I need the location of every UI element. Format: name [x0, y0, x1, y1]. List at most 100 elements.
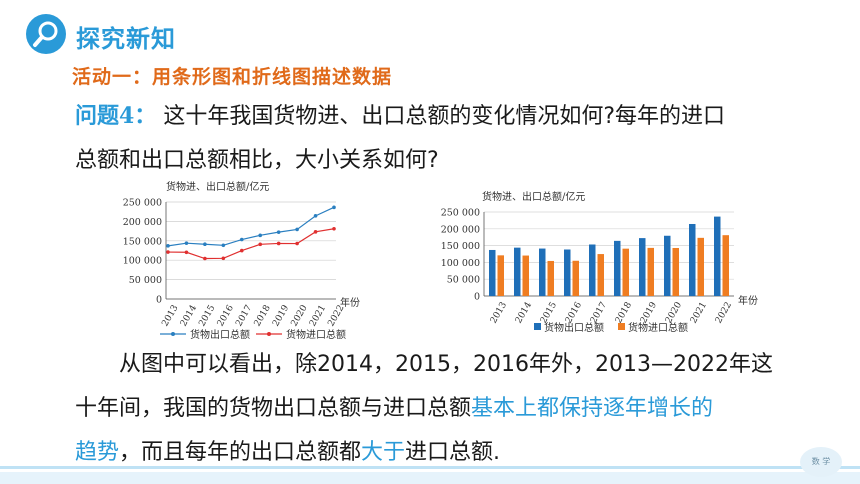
magnifier-icon [26, 14, 66, 54]
data-point [221, 243, 226, 248]
x-tick-label: 2021 [308, 304, 328, 329]
bar-import [722, 235, 729, 296]
bar-import [597, 254, 604, 296]
line-legend-export: 货物出口总额 [190, 328, 250, 341]
question-text-1: 这十年我国货物进、出口总额的变化情况如何?每年的进口 [163, 104, 725, 129]
bar-export [539, 248, 546, 296]
y-tick-label: 200 000 [441, 224, 480, 235]
section-title: 探究新知 [76, 25, 176, 53]
bar-import [622, 248, 629, 296]
x-tick-label: 2015 [197, 303, 217, 328]
data-point [239, 248, 244, 253]
data-point [276, 241, 281, 246]
footer-bar [0, 472, 860, 484]
x-tick-label: 2019 [639, 300, 659, 325]
bar-export [714, 216, 721, 296]
bar-chart-ylabel: 货物进、出口总额/亿元 [482, 190, 585, 203]
bar-import [547, 260, 554, 296]
data-point [239, 237, 244, 242]
bar-export [589, 244, 596, 296]
line-chart-legend: 货物出口总额 货物进口总额 [160, 328, 346, 341]
x-tick-label: 2018 [253, 303, 273, 328]
bar-export [664, 235, 671, 296]
highlight-greater: 大于 [361, 440, 406, 465]
y-tick-label: 150 000 [123, 236, 162, 247]
data-point [258, 233, 263, 238]
data-point [276, 230, 281, 234]
bar-chart: 货物进、出口总额/亿元 0 50 000 100 000 150 000 200 000… [441, 190, 758, 334]
x-tick-label: 2015 [539, 300, 559, 325]
y-tick-label: 250 000 [441, 208, 480, 219]
x-tick-label: 2019 [271, 303, 291, 328]
y-tick-label: 50 000 [129, 275, 162, 286]
data-point [221, 256, 226, 261]
line-legend-import: 货物进口总额 [286, 328, 346, 341]
data-point [295, 227, 299, 232]
y-tick-label: 50 000 [447, 275, 480, 286]
data-point [184, 250, 189, 255]
line-chart-xlabel: 年份 [340, 296, 360, 309]
x-tick-label: 2022 [714, 301, 734, 326]
x-tick-label: 2013 [489, 300, 509, 325]
bar-chart-legend: 货物出口总额 货物进口总额 [534, 321, 688, 334]
bar-import [522, 255, 529, 296]
question-line-1: 问题4： 这十年我国货物进、出口总额的变化情况如何?每年的进口 [75, 94, 815, 139]
bar-export [639, 238, 646, 296]
x-tick-label: 2017 [589, 300, 609, 325]
x-tick-label: 2016 [564, 300, 584, 325]
y-tick-label: 0 [474, 292, 480, 303]
subject-badge: 数 学 [800, 447, 842, 477]
bar-legend-export: 货物出口总额 [544, 321, 604, 334]
y-tick-label: 100 000 [441, 258, 480, 269]
bar-import [497, 255, 504, 296]
y-tick-label: 200 000 [123, 217, 162, 228]
y-tick-label: 100 000 [123, 256, 162, 267]
x-tick-label: 2014 [179, 303, 199, 328]
bar-export [564, 249, 571, 296]
bar-import [672, 247, 679, 296]
footer-divider [0, 466, 860, 469]
bar-export [489, 249, 496, 296]
line-series-export [167, 206, 335, 247]
y-tick-label: 150 000 [441, 241, 480, 252]
bar-import [647, 247, 654, 296]
conclusion-text: 十年间，我国的货物出口总额与进口总额 [75, 396, 472, 421]
x-tick-label: 2016 [216, 303, 236, 328]
data-point [313, 230, 318, 234]
data-point [313, 214, 318, 218]
data-point [258, 242, 263, 247]
y-tick-label: 0 [156, 295, 162, 306]
highlight-trend-end: 趋势 [75, 440, 120, 465]
data-point [203, 242, 207, 247]
data-point [295, 241, 299, 246]
conclusion-line-2: 十年间，我国的货物出口总额与进口总额基本上都保持逐年增长的 [75, 387, 815, 431]
data-point [332, 226, 336, 231]
x-tick-label: 2018 [614, 300, 634, 325]
line-series-import [167, 228, 335, 260]
x-tick-label: 2013 [160, 303, 180, 328]
activity-title: 活动一：用条形图和折线图描述数据 [72, 66, 393, 88]
bar-export [514, 247, 521, 296]
x-tick-label: 2021 [689, 301, 709, 326]
line-chart-ylabel: 货物进、出口总额/亿元 [166, 180, 269, 193]
data-point [166, 250, 170, 254]
data-point [203, 256, 207, 261]
x-tick-label: 2017 [234, 303, 254, 328]
bar-export [689, 223, 696, 296]
line-chart: 货物进、出口总额/亿元 0 50 000 100 000 150 000 200 000… [123, 180, 360, 341]
y-tick-label: 250 000 [123, 198, 162, 209]
bar-legend-import: 货物进口总额 [628, 321, 688, 334]
question-line-2: 总额和出口总额相比，大小关系如何? [75, 148, 439, 173]
question-label: 问题4： [75, 103, 157, 129]
data-point [332, 205, 336, 210]
conclusion-text: ，而且每年的出口总额都 [119, 440, 362, 465]
bar-chart-xlabel: 年份 [738, 294, 758, 307]
conclusion-line-3: 趋势，而且每年的出口总额都大于进口总额. [75, 431, 815, 475]
data-point [166, 244, 170, 248]
data-point [184, 241, 189, 245]
question-block: 问题4： 这十年我国货物进、出口总额的变化情况如何?每年的进口 总额和出口总额相… [75, 94, 815, 183]
bar-import [697, 237, 704, 296]
highlight-trend: 基本上都保持逐年增长的 [471, 396, 714, 421]
conclusion-block: 从图中可以看出，除2014，2015，2016年外，2013—2022年这 十年… [75, 343, 815, 475]
x-tick-label: 2014 [514, 300, 534, 325]
